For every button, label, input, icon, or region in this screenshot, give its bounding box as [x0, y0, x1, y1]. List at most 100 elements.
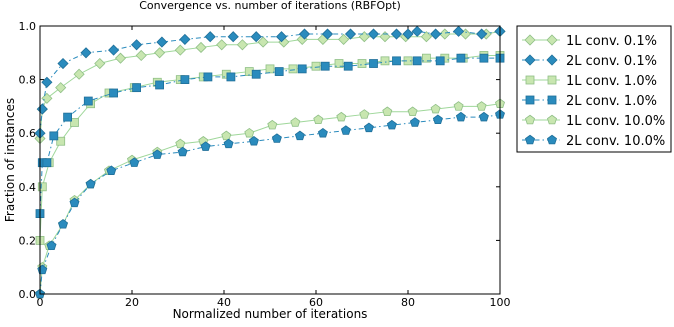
data-point	[290, 117, 301, 127]
data-point	[343, 61, 353, 71]
data-point	[369, 59, 378, 68]
data-point	[175, 138, 186, 149]
data-point	[49, 131, 59, 141]
data-point	[248, 135, 259, 146]
data-point	[363, 122, 374, 133]
data-point	[311, 61, 321, 71]
data-point	[109, 88, 118, 98]
data-point	[297, 64, 307, 74]
data-point	[131, 39, 143, 51]
legend-label: 1L conv. 1.0%	[566, 74, 657, 89]
data-point	[288, 64, 298, 74]
data-point	[195, 41, 207, 54]
data-point	[226, 72, 236, 82]
data-point	[135, 49, 147, 62]
chart-title: Convergence vs. number of iterations (RB…	[139, 0, 401, 12]
data-point	[55, 82, 67, 94]
data-point	[321, 28, 334, 40]
data-point	[336, 111, 347, 122]
legend-marker	[547, 75, 557, 85]
data-point	[420, 31, 432, 43]
legend-marker	[525, 134, 535, 145]
data-point	[267, 119, 278, 130]
data-point	[392, 56, 401, 66]
data-point	[70, 118, 79, 127]
data-point	[94, 57, 106, 70]
data-point	[317, 127, 328, 138]
data-point	[382, 106, 393, 116]
data-point	[155, 80, 165, 90]
axis-ticks: 0 20 40 60 80 100 0.0 0.2 0.4 0.6 0.8 1.0	[19, 20, 511, 309]
data-point	[250, 31, 262, 43]
data-point	[132, 83, 142, 93]
x-tick-label: 100	[490, 296, 511, 309]
data-point	[380, 56, 390, 66]
legend-label: 2L conv. 10.0%	[566, 134, 665, 149]
data-point	[156, 36, 168, 48]
y-axis-label: Fraction of instances	[3, 98, 17, 222]
legend-marker	[525, 114, 535, 125]
plot-frame	[39, 25, 501, 295]
legend-marker	[547, 95, 557, 105]
data-point	[83, 96, 93, 106]
legend-label: 2L conv. 1.0%	[566, 94, 657, 109]
data-point	[298, 28, 311, 40]
legend-marker	[547, 114, 557, 125]
data-point	[344, 28, 357, 40]
data-point	[386, 119, 397, 130]
data-point	[338, 33, 350, 45]
legend-frame	[516, 25, 672, 153]
data-point	[42, 158, 52, 168]
x-axis-label: Normalized number of iterations	[173, 307, 368, 321]
data-point	[236, 39, 248, 51]
data-point	[274, 67, 284, 76]
legend-label: 1L conv. 0.1%	[566, 34, 657, 49]
data-point	[58, 219, 68, 229]
legend: 1L conv. 0.1% 2L conv. 0.1% 1L conv. 1.0% 2…	[516, 25, 672, 153]
legend-marker	[546, 54, 558, 66]
data-point	[340, 125, 351, 135]
data-point	[73, 68, 85, 80]
data-point	[430, 103, 441, 114]
data-point	[56, 136, 66, 146]
data-point	[435, 56, 445, 66]
data-point	[271, 133, 282, 143]
data-point	[412, 56, 422, 66]
legend-label: 2L conv. 0.1%	[566, 54, 657, 69]
series-6	[35, 109, 505, 299]
data-point	[200, 141, 211, 151]
data-point	[152, 149, 163, 159]
data-point	[257, 36, 269, 48]
data-point	[430, 28, 442, 40]
data-point	[180, 75, 190, 84]
data-point	[216, 39, 228, 51]
data-point	[221, 130, 232, 141]
data-point	[320, 61, 330, 71]
data-point	[69, 197, 80, 208]
data-point	[402, 28, 414, 40]
data-point	[453, 101, 464, 111]
data-point	[80, 47, 92, 59]
legend-marker	[525, 75, 535, 85]
data-point	[174, 44, 186, 56]
data-point	[294, 130, 305, 141]
legend-label: 1L conv. 10.0%	[566, 114, 665, 129]
data-point	[179, 33, 191, 45]
y-tick-label: 0.6	[19, 127, 37, 140]
data-point	[129, 157, 140, 167]
data-point	[478, 111, 489, 122]
data-point	[367, 28, 380, 40]
data-point	[177, 146, 188, 157]
y-tick-label: 0.2	[19, 234, 37, 247]
data-point	[479, 53, 489, 63]
data-point	[334, 59, 344, 68]
data-point	[421, 53, 431, 63]
legend-marker	[547, 134, 557, 145]
data-point	[41, 76, 53, 88]
y-tick-label: 0.8	[19, 74, 37, 87]
data-point	[432, 114, 443, 125]
data-point	[275, 31, 288, 43]
data-point	[456, 53, 466, 63]
data-point	[85, 178, 96, 189]
data-point	[313, 114, 324, 125]
